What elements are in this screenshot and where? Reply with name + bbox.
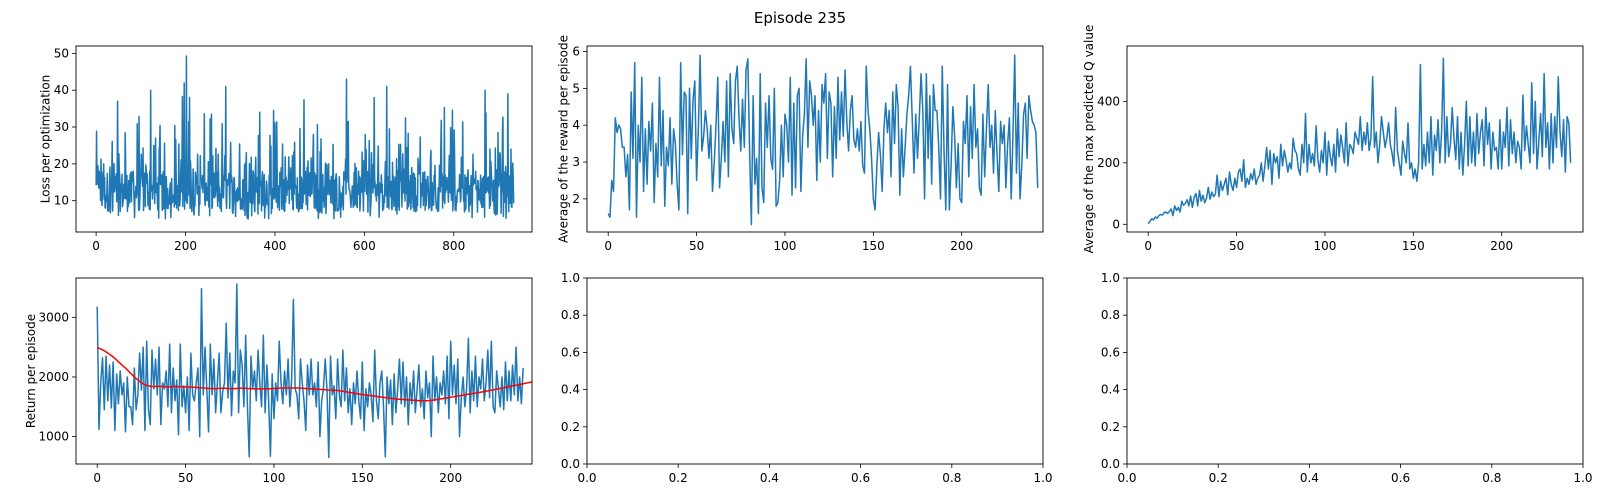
y-tick-label: 0.4 xyxy=(561,383,580,397)
y-tick-label: 3000 xyxy=(38,310,69,324)
axes-frame xyxy=(75,277,533,465)
series-line-0 xyxy=(95,55,515,220)
y-tick-label: 0.2 xyxy=(561,420,580,434)
x-tick-label: 0 xyxy=(92,239,100,253)
x-tick-label: 200 xyxy=(439,471,462,485)
x-tick-label: 0.2 xyxy=(669,471,688,485)
x-tick-label: 1.0 xyxy=(1573,471,1592,485)
x-tick-label: 1.0 xyxy=(1033,471,1052,485)
subplot-top-left: 0 200 400 600 800 10 20 30 40 50 Loss per optimiza… xyxy=(38,45,533,253)
y-tick-label: 4 xyxy=(572,118,580,132)
x-tick-label: 0 xyxy=(604,239,612,253)
y-tick-label: 2 xyxy=(572,192,580,206)
x-tick-label: 200 xyxy=(174,239,197,253)
series-line-0 xyxy=(607,54,1039,226)
x-tick-label: 100 xyxy=(263,471,286,485)
x-tick-label: 50 xyxy=(1229,239,1244,253)
y-tick-label: 0.8 xyxy=(561,308,580,322)
x-tick-label: 400 xyxy=(263,239,286,253)
x-tick-label: 0.8 xyxy=(1482,471,1501,485)
y-tick-label: 0.6 xyxy=(1101,345,1120,359)
x-tick-label: 0.6 xyxy=(851,471,870,485)
y-tick-label: 50 xyxy=(54,46,69,60)
axes-frame xyxy=(75,45,533,233)
x-tick-label: 50 xyxy=(178,471,193,485)
y-tick-label: 1.0 xyxy=(561,271,580,285)
y-tick-label: 0.0 xyxy=(1101,457,1120,471)
series-line-1 xyxy=(96,347,532,402)
y-tick-label: 0 xyxy=(1112,217,1120,231)
x-tick-label: 0.4 xyxy=(1300,471,1319,485)
x-tick-label: 200 xyxy=(950,239,973,253)
y-tick-label: 200 xyxy=(1097,156,1120,170)
axes-frame xyxy=(586,277,1044,465)
y-tick-label: 0.2 xyxy=(1101,420,1120,434)
subplot-bottom-middle: 0.0 0.2 0.4 0.6 0.8 1.0 0.0 0.2 0.4 0.6 0.8 1.0 xyxy=(561,271,1053,485)
x-tick-label: 0.8 xyxy=(942,471,961,485)
series-line-0 xyxy=(1147,57,1572,225)
subplot-bottom-right: 0.0 0.2 0.4 0.6 0.8 1.0 0.0 0.2 0.4 0.6 0.8 1.0 xyxy=(1101,271,1593,485)
axes-frame xyxy=(1126,277,1584,465)
x-tick-label: 0.6 xyxy=(1391,471,1410,485)
y-axis-label: Average of the reward per episode xyxy=(557,35,571,243)
x-tick-label: 50 xyxy=(689,239,704,253)
y-tick-label: 0.8 xyxy=(1101,308,1120,322)
y-tick-label: 20 xyxy=(54,157,69,171)
y-tick-label: 1000 xyxy=(38,430,69,444)
x-tick-label: 100 xyxy=(1314,239,1337,253)
x-tick-label: 150 xyxy=(351,471,374,485)
x-tick-label: 150 xyxy=(862,239,885,253)
y-tick-label: 0.6 xyxy=(561,345,580,359)
x-tick-label: 0.0 xyxy=(1117,471,1136,485)
x-tick-label: 0.0 xyxy=(577,471,596,485)
y-axis-label: Loss per optimization xyxy=(38,75,52,204)
y-tick-label: 30 xyxy=(54,120,69,134)
y-tick-label: 10 xyxy=(54,194,69,208)
y-tick-label: 40 xyxy=(54,83,69,97)
x-tick-label: 0.4 xyxy=(760,471,779,485)
y-tick-label: 3 xyxy=(572,155,580,169)
x-tick-label: 600 xyxy=(353,239,376,253)
y-axis-label: Return per episode xyxy=(24,314,38,428)
y-axis-label: Average of the max predicted Q value xyxy=(1082,25,1096,254)
y-tick-label: 400 xyxy=(1097,94,1120,108)
x-tick-label: 0.2 xyxy=(1209,471,1228,485)
y-tick-label: 5 xyxy=(572,81,580,95)
x-tick-label: 800 xyxy=(442,239,465,253)
figure-title: Episode 235 xyxy=(754,9,846,27)
series-line-0 xyxy=(96,283,524,459)
x-tick-label: 200 xyxy=(1490,239,1513,253)
y-tick-label: 2000 xyxy=(38,370,69,384)
y-tick-label: 0.4 xyxy=(1101,383,1120,397)
x-tick-label: 150 xyxy=(1402,239,1425,253)
x-tick-label: 0 xyxy=(93,471,101,485)
y-tick-label: 6 xyxy=(572,45,580,59)
y-tick-label: 0.0 xyxy=(561,457,580,471)
x-tick-label: 100 xyxy=(774,239,797,253)
x-tick-label: 0 xyxy=(1144,239,1152,253)
axes-frame xyxy=(586,45,1044,233)
axes-frame xyxy=(1126,45,1584,233)
y-tick-label: 1.0 xyxy=(1101,271,1120,285)
